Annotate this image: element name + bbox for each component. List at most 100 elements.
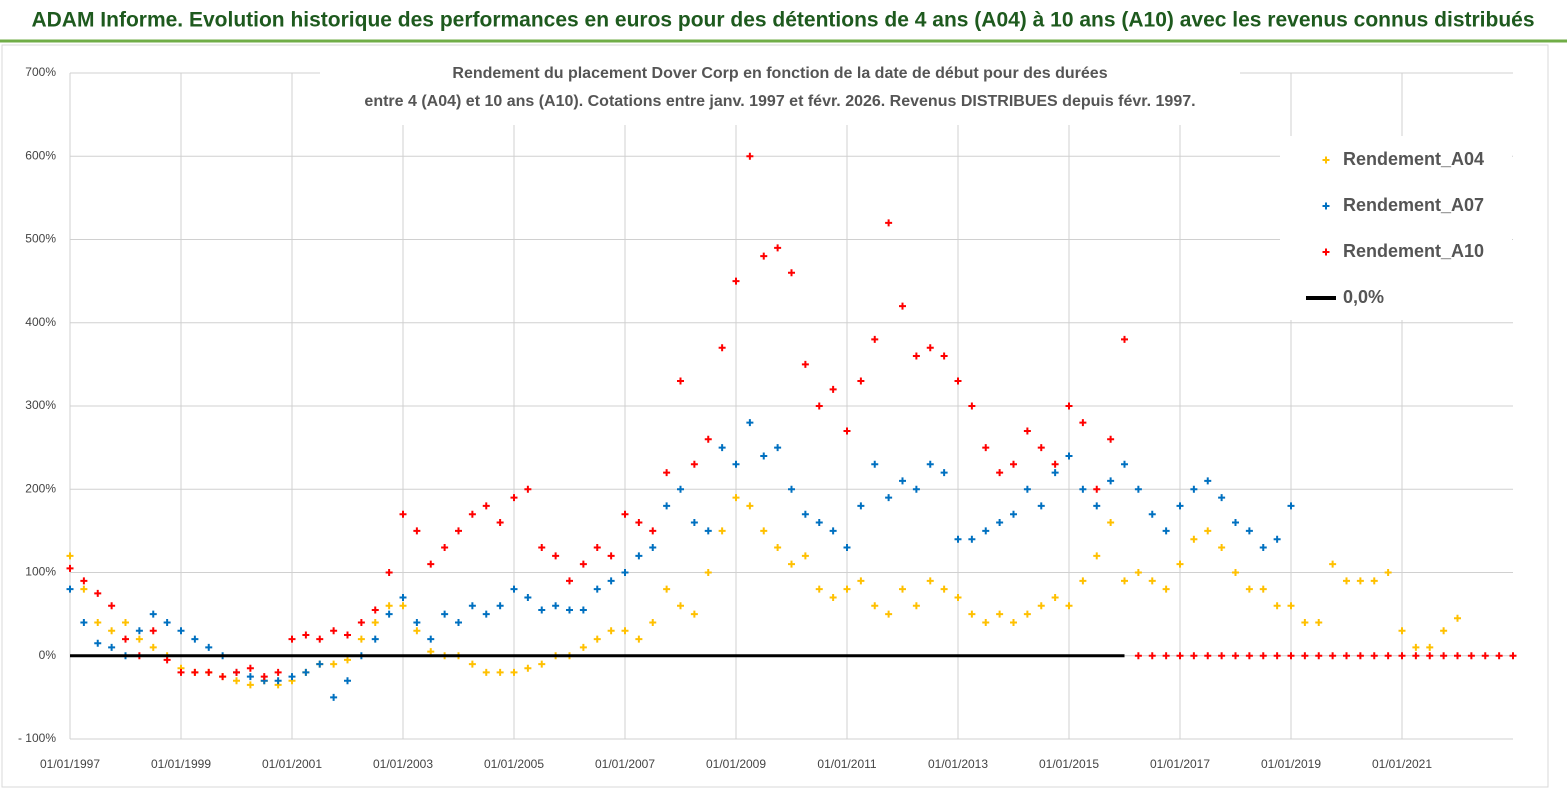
x-tick-label: 01/01/2021 — [1372, 757, 1432, 771]
point — [80, 585, 88, 593]
y-tick-label: 400% — [25, 315, 56, 329]
point — [371, 635, 379, 643]
point — [871, 335, 879, 343]
point — [1065, 602, 1073, 610]
y-tick-label: 700% — [25, 65, 56, 79]
point — [1356, 577, 1364, 585]
point — [760, 452, 768, 460]
point — [704, 569, 712, 576]
point — [1176, 560, 1184, 568]
point — [788, 485, 795, 493]
point — [774, 244, 782, 252]
point — [1287, 502, 1295, 510]
point — [677, 602, 684, 610]
point — [135, 627, 143, 635]
x-tick-label: 01/01/2003 — [373, 757, 433, 771]
point — [760, 252, 768, 260]
header-bar — [0, 0, 1567, 40]
point — [274, 677, 282, 685]
point — [1454, 614, 1461, 622]
point — [510, 668, 518, 676]
point — [1051, 460, 1059, 468]
legend-box — [1280, 136, 1512, 320]
point — [1481, 652, 1489, 660]
point — [1079, 577, 1087, 585]
point — [1232, 519, 1239, 527]
point — [1093, 485, 1101, 493]
point — [1121, 577, 1128, 585]
point — [399, 602, 407, 610]
point — [1440, 627, 1448, 635]
point — [468, 660, 476, 668]
point — [357, 635, 365, 643]
point — [801, 360, 809, 368]
x-tick-label: 01/01/2005 — [484, 757, 544, 771]
point — [1315, 652, 1323, 660]
point — [829, 527, 837, 535]
point — [1218, 652, 1226, 660]
point — [538, 544, 546, 552]
point — [1259, 544, 1267, 552]
point — [122, 618, 129, 626]
point — [1148, 510, 1156, 518]
point — [579, 560, 587, 568]
point — [1190, 652, 1198, 660]
point — [288, 673, 296, 681]
point — [1440, 652, 1448, 660]
point — [690, 519, 698, 527]
point — [718, 444, 726, 452]
point — [1190, 485, 1198, 493]
point — [621, 627, 629, 635]
point — [566, 577, 573, 585]
point — [1412, 643, 1420, 651]
point — [538, 660, 546, 668]
point — [579, 606, 587, 614]
point — [1315, 618, 1323, 626]
point — [233, 677, 240, 685]
legend-label: Rendement_A10 — [1343, 241, 1484, 261]
point — [330, 627, 338, 635]
point — [1287, 652, 1295, 660]
point — [524, 593, 532, 601]
point — [926, 577, 934, 585]
point — [94, 639, 102, 647]
point — [1037, 444, 1045, 452]
point — [385, 610, 393, 618]
point — [496, 668, 504, 676]
point — [843, 427, 851, 435]
point — [1384, 652, 1392, 660]
legend-label: Rendement_A07 — [1343, 195, 1484, 215]
point — [1134, 485, 1142, 493]
point — [621, 569, 629, 576]
point — [455, 618, 462, 626]
point — [1037, 502, 1045, 510]
point — [982, 444, 990, 452]
point — [413, 618, 421, 626]
point — [1204, 652, 1212, 660]
point — [1162, 652, 1170, 660]
point — [1079, 485, 1087, 493]
point — [843, 544, 851, 552]
point — [843, 585, 851, 593]
point — [788, 560, 795, 568]
point — [468, 602, 476, 610]
point — [316, 635, 324, 643]
point — [1121, 335, 1128, 343]
x-tick-label: 01/01/2001 — [262, 757, 322, 771]
point — [135, 635, 143, 643]
point — [1398, 652, 1406, 660]
point — [871, 602, 879, 610]
point — [108, 627, 116, 635]
point — [482, 610, 490, 618]
point — [246, 673, 254, 681]
point — [649, 544, 657, 552]
point — [704, 435, 712, 443]
point — [579, 643, 587, 651]
point — [940, 469, 948, 477]
point — [1218, 544, 1226, 552]
point — [177, 627, 185, 635]
point — [94, 589, 102, 597]
chart-frame — [1, 44, 1549, 788]
point — [954, 377, 962, 385]
